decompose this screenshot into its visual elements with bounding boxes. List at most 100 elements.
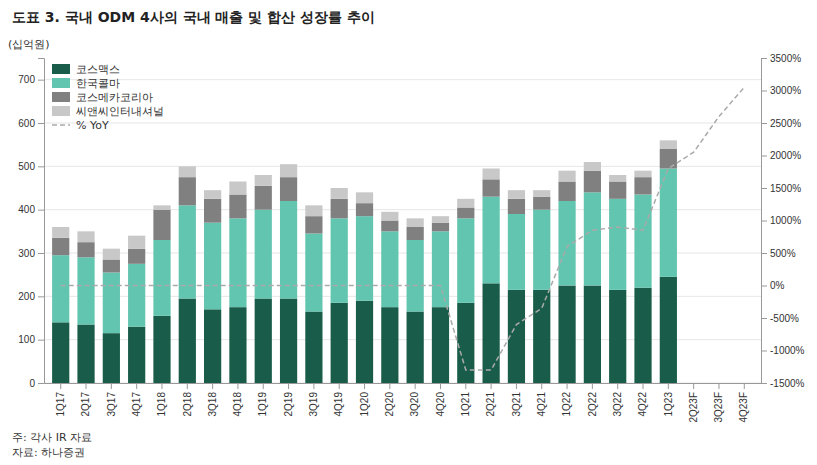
tick-label: 700	[18, 74, 35, 85]
bar	[432, 231, 449, 307]
tick-label: 600	[18, 118, 35, 129]
tick: 2000%	[761, 150, 801, 161]
grid-line	[44, 296, 761, 297]
bar	[229, 195, 246, 219]
tick: 1Q23	[663, 383, 674, 416]
tick: 4Q22	[637, 383, 648, 416]
bar	[255, 186, 272, 210]
legend-swatch	[52, 78, 70, 88]
tick-label: 500%	[770, 248, 796, 259]
bar	[128, 236, 145, 249]
marks	[52, 87, 744, 383]
bar	[153, 210, 170, 240]
tick: -1500%	[761, 378, 805, 389]
bar	[179, 177, 196, 205]
axis-title: (십억원)	[8, 38, 50, 51]
tick-mark	[643, 383, 644, 389]
tick-label: 3Q20	[409, 392, 420, 417]
tick-label: 0	[29, 378, 35, 389]
tick-mark	[187, 383, 188, 389]
bar	[407, 240, 424, 312]
bar	[736, 383, 753, 384]
tick-mark	[212, 383, 213, 389]
bar	[77, 325, 94, 384]
bar	[584, 171, 601, 193]
bar	[331, 188, 348, 199]
tick-label: 4Q21	[536, 392, 547, 417]
tick-mark	[38, 210, 44, 211]
tick: 1000%	[761, 215, 801, 226]
bar	[457, 208, 474, 219]
plot: (십억원)1Q172Q173Q174Q171Q182Q183Q184Q181Q1…	[8, 38, 805, 423]
tick-label: 4Q18	[232, 392, 243, 417]
tick: 1500%	[761, 183, 801, 194]
tick: 3500%	[761, 53, 801, 64]
bar	[609, 199, 626, 290]
bar	[381, 221, 398, 232]
tick-mark	[38, 123, 44, 124]
bar	[457, 218, 474, 302]
bar	[483, 169, 500, 180]
bar	[609, 290, 626, 383]
tick-label: 3Q19	[308, 392, 319, 417]
bar	[407, 312, 424, 384]
bar	[508, 199, 525, 214]
tick: 2500%	[761, 118, 801, 129]
tick-mark	[761, 221, 767, 222]
tick-label: 3000%	[770, 85, 801, 96]
tick-mark	[440, 383, 441, 389]
tick-label: 4Q19	[333, 392, 344, 417]
tick: 1Q19	[257, 383, 268, 416]
grid-line	[44, 383, 761, 384]
chart: 도표 3. 국내 ODM 4사의 국내 매출 및 합산 성장률 추이(십억원)1…	[0, 0, 817, 465]
tick-mark	[541, 383, 542, 389]
tick-mark	[38, 296, 44, 297]
legend-swatch	[52, 106, 70, 116]
tick-mark	[136, 383, 137, 389]
bar	[153, 240, 170, 316]
bar	[77, 242, 94, 257]
tick-label: 100	[18, 334, 35, 345]
axis-line	[45, 383, 762, 384]
bar	[280, 164, 297, 177]
bar	[280, 177, 297, 201]
bar	[533, 290, 550, 383]
tick-mark	[263, 383, 264, 389]
tick-label: 1Q20	[359, 392, 370, 417]
tick-mark	[718, 383, 719, 389]
bar	[584, 162, 601, 171]
bar-series	[52, 169, 677, 334]
tick: 4Q19	[333, 383, 344, 416]
bar	[660, 140, 677, 149]
tick: 3Q22	[612, 383, 623, 416]
tick: 4Q20	[435, 383, 446, 416]
bar	[103, 333, 120, 383]
tick-label: 3Q18	[207, 392, 218, 417]
bar	[52, 322, 69, 383]
annotation: 주: 각사 IR 자료	[12, 431, 92, 444]
legend-swatch	[52, 124, 70, 126]
tick-mark	[38, 340, 44, 341]
legend-label: % YoY	[76, 119, 109, 132]
tick-label: 4Q23F	[738, 392, 749, 423]
bar	[229, 182, 246, 195]
tick-mark	[491, 383, 492, 389]
bar	[52, 238, 69, 255]
tick-label: 2Q17	[80, 392, 91, 417]
bar	[52, 255, 69, 322]
bar	[331, 199, 348, 219]
tick-mark	[617, 383, 618, 389]
bar	[634, 177, 651, 194]
bar	[255, 299, 272, 384]
bar	[533, 210, 550, 290]
tick-mark	[415, 383, 416, 389]
grid-line	[44, 79, 761, 80]
tick-mark	[339, 383, 340, 389]
bar	[128, 264, 145, 327]
legend-item: 한국콜마	[52, 77, 120, 90]
tick-mark	[761, 351, 767, 352]
bar	[305, 216, 322, 233]
bar	[331, 218, 348, 302]
tick-label: 1Q23	[663, 392, 674, 417]
tick: 4Q17	[131, 383, 142, 416]
